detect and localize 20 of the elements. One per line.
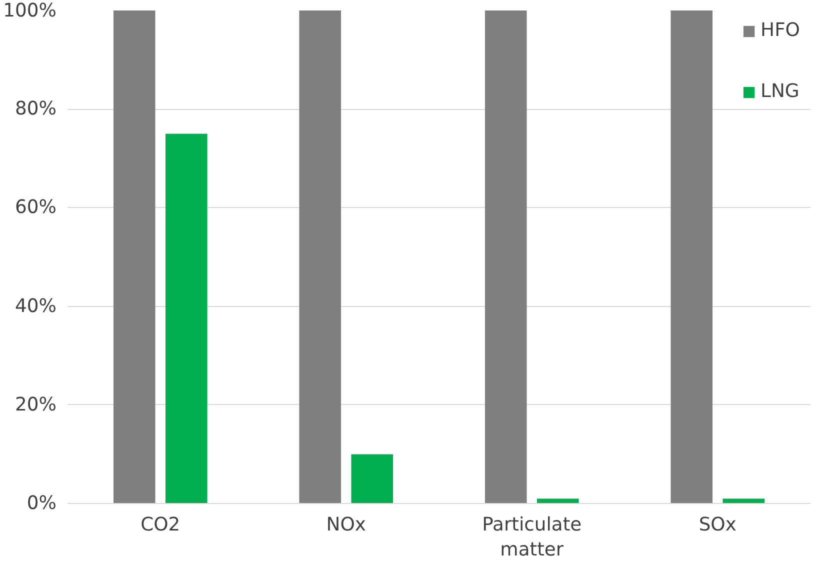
bar: [299, 10, 342, 504]
legend-label: HFO: [760, 20, 800, 41]
y-tick-label: 40%: [15, 296, 56, 317]
x-tick-label: Particulate matter: [482, 514, 582, 561]
bar: [351, 454, 394, 504]
bar: [722, 498, 765, 504]
bar: [484, 10, 527, 504]
bar: [165, 134, 208, 504]
y-tick-label: 0%: [26, 493, 57, 514]
x-tick-label: SOx: [698, 514, 736, 536]
y-tick-label: 80%: [15, 98, 56, 120]
bar: [536, 498, 579, 504]
legend-label: LNG: [760, 81, 800, 102]
y-tick-label: 100%: [3, 0, 57, 22]
bar: [113, 10, 156, 504]
y-tick-label: 20%: [15, 394, 56, 416]
y-tick-label: 60%: [15, 197, 56, 218]
x-tick-label: CO2: [140, 514, 180, 536]
x-tick-label: NOx: [326, 514, 366, 536]
bar: [670, 10, 713, 504]
